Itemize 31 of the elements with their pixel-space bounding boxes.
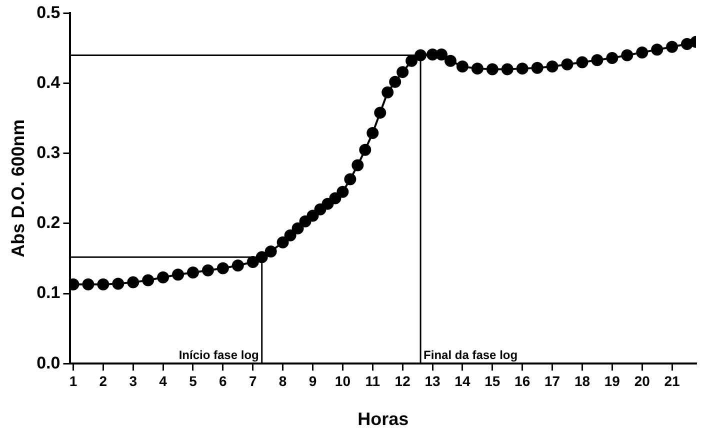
y-tick-label: 0.0 <box>36 353 60 372</box>
x-tick-label: 17 <box>544 372 560 389</box>
x-tick-label: 4 <box>159 372 168 389</box>
x-tick-label: 15 <box>484 372 500 389</box>
x-tick-label: 16 <box>514 372 530 389</box>
x-tick-label: 5 <box>189 372 198 389</box>
x-tick-label: 13 <box>424 372 441 389</box>
ref-line-label: Início fase log <box>178 348 259 362</box>
ref-line-label: Final da fase log <box>424 348 518 362</box>
x-tick-label: 14 <box>454 372 470 389</box>
x-tick-label: 1 <box>69 372 78 389</box>
y-tick-label: 0.1 <box>36 283 60 302</box>
x-tick-label: 7 <box>248 372 257 389</box>
y-tick-label: 0.2 <box>36 213 60 232</box>
x-tick-label: 11 <box>365 372 380 389</box>
x-tick-label: 10 <box>334 372 351 389</box>
x-tick-label: 12 <box>394 372 411 389</box>
y-axis-title: Abs D.O. 600nm <box>8 119 28 258</box>
x-tick-label: 8 <box>278 372 287 389</box>
x-tick-label: 18 <box>574 372 590 389</box>
y-tick-label: 0.3 <box>36 143 60 162</box>
x-tick-label: 2 <box>99 372 108 389</box>
y-tick-label: 0.5 <box>36 2 60 22</box>
x-axis-title: Horas <box>358 409 409 430</box>
x-tick-label: 21 <box>664 372 680 389</box>
x-tick-label: 9 <box>308 372 317 389</box>
y-tick-label: 0.4 <box>36 72 61 92</box>
x-tick-label: 19 <box>604 372 620 389</box>
x-tick-label: 3 <box>129 372 138 389</box>
x-tick-label: 20 <box>634 372 650 389</box>
x-tick-label: 6 <box>219 372 228 389</box>
